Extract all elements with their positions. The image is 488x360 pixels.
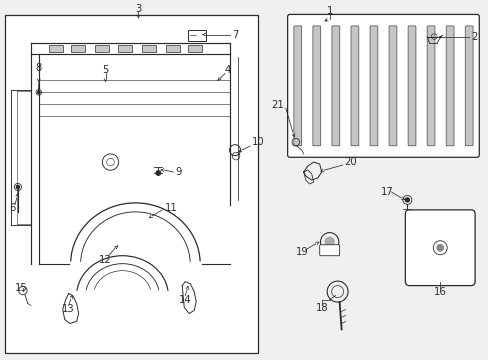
FancyBboxPatch shape (312, 26, 320, 146)
Bar (71, 45, 84, 52)
FancyBboxPatch shape (319, 245, 339, 256)
FancyBboxPatch shape (405, 210, 474, 285)
Text: 3: 3 (135, 4, 141, 14)
Text: 6: 6 (10, 203, 16, 213)
Text: 10: 10 (251, 137, 264, 147)
Circle shape (38, 91, 40, 94)
Text: 5: 5 (102, 66, 108, 76)
FancyBboxPatch shape (350, 26, 358, 146)
Bar (166, 45, 180, 52)
Text: 11: 11 (165, 203, 178, 213)
Bar (49, 45, 62, 52)
FancyBboxPatch shape (445, 26, 453, 146)
Circle shape (325, 237, 333, 246)
Text: 17: 17 (380, 187, 393, 197)
Text: 8: 8 (36, 63, 42, 73)
Bar (188, 30, 206, 41)
Text: 16: 16 (433, 287, 446, 297)
Text: 4: 4 (224, 66, 231, 76)
Text: 19: 19 (295, 247, 307, 257)
Text: 14: 14 (179, 294, 191, 305)
FancyBboxPatch shape (331, 26, 339, 146)
Bar (188, 45, 202, 52)
Circle shape (16, 185, 20, 189)
Text: 18: 18 (315, 302, 327, 312)
Text: 20: 20 (344, 157, 357, 167)
Circle shape (405, 198, 408, 202)
FancyBboxPatch shape (293, 26, 301, 146)
Text: 13: 13 (62, 305, 75, 315)
FancyBboxPatch shape (369, 26, 377, 146)
Bar (142, 45, 156, 52)
Circle shape (436, 244, 443, 251)
FancyBboxPatch shape (407, 26, 415, 146)
FancyBboxPatch shape (426, 26, 434, 146)
Bar (94, 45, 108, 52)
FancyBboxPatch shape (464, 26, 472, 146)
Circle shape (156, 171, 160, 175)
Text: 7: 7 (232, 30, 238, 40)
Text: 21: 21 (270, 100, 283, 110)
Bar (5, 15, 258, 353)
Text: 12: 12 (99, 255, 112, 265)
Bar (118, 45, 132, 52)
Text: 9: 9 (175, 167, 181, 177)
FancyBboxPatch shape (287, 14, 478, 157)
FancyBboxPatch shape (388, 26, 396, 146)
Text: 15: 15 (15, 283, 27, 293)
Text: 1: 1 (326, 6, 332, 15)
Text: 2: 2 (470, 32, 476, 41)
